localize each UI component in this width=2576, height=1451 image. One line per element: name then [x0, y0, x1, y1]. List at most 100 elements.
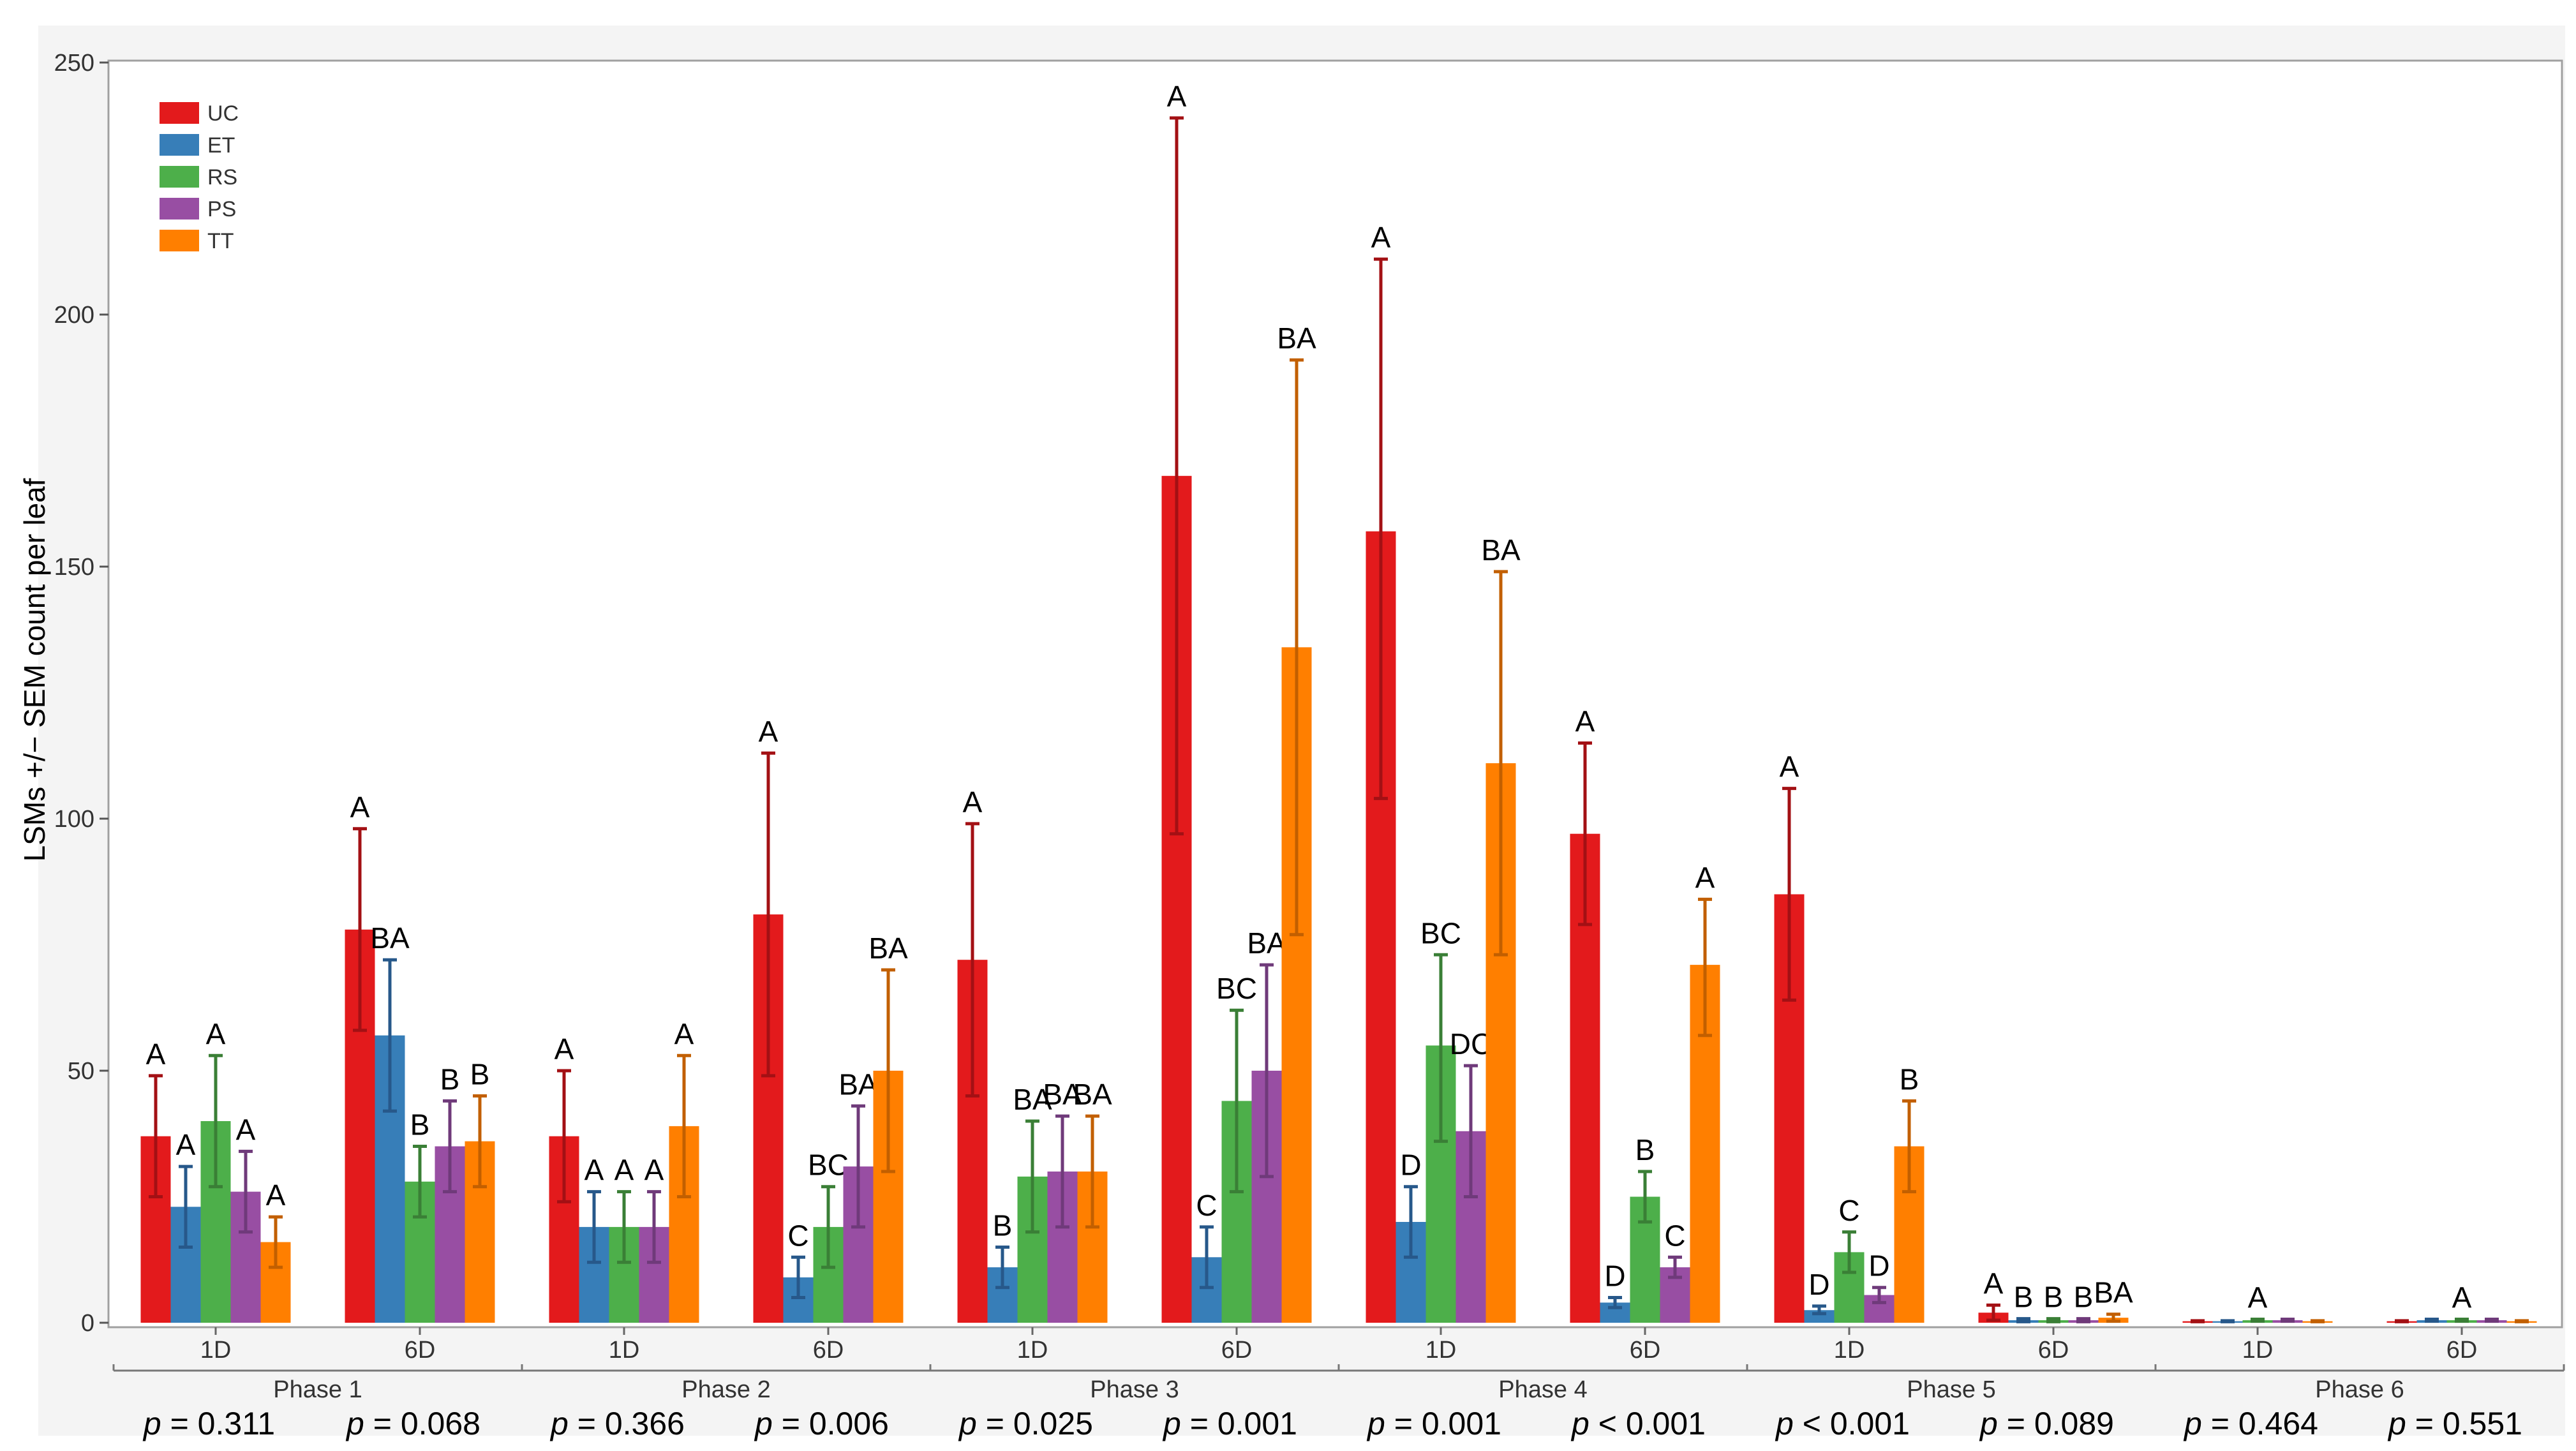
group-label: 6D — [405, 1337, 436, 1364]
group-label: 6D — [1630, 1337, 1661, 1364]
p-value-text: < 0.001 — [1590, 1406, 1706, 1441]
legend-swatch — [160, 166, 199, 188]
group-label: 1D — [1426, 1337, 1457, 1364]
group-label: 6D — [2446, 1337, 2478, 1364]
significance-letter: DC — [1450, 1027, 1492, 1060]
y-tick-label: 0 — [81, 1310, 94, 1337]
legend-entry: UC — [207, 101, 239, 126]
significance-letter: A — [146, 1038, 166, 1071]
p-symbol: p — [1366, 1406, 1385, 1441]
significance-letter: A — [963, 785, 983, 819]
p-value-text: = 0.068 — [364, 1406, 480, 1441]
significance-letter: A — [674, 1017, 694, 1050]
significance-letter: A — [644, 1154, 664, 1187]
group-label: 6D — [2038, 1337, 2069, 1364]
phase-label: Phase 1 — [273, 1376, 362, 1403]
significance-letter: A — [1371, 221, 1391, 254]
significance-letter: D — [1808, 1268, 1829, 1301]
legend-swatch — [160, 230, 199, 251]
p-value-text: = 0.001 — [1181, 1406, 1297, 1441]
legend-swatch — [160, 134, 199, 156]
p-symbol: p — [958, 1406, 977, 1441]
y-tick-label: 100 — [54, 806, 94, 833]
significance-letter: A — [266, 1179, 286, 1212]
legend-entry: ET — [207, 133, 235, 158]
significance-letter: A — [2452, 1281, 2472, 1314]
legend-swatch — [160, 102, 199, 124]
significance-letter: BA — [370, 921, 410, 955]
p-value-text: = 0.551 — [2406, 1406, 2522, 1441]
phase-label: Phase 6 — [2315, 1376, 2404, 1403]
significance-letter: D — [1604, 1260, 1625, 1293]
significance-letter: C — [1664, 1219, 1685, 1252]
significance-letter: A — [176, 1128, 196, 1161]
significance-letter: A — [614, 1154, 634, 1187]
significance-letter: BA — [1043, 1078, 1082, 1111]
p-value: p < 0.001 — [1775, 1406, 1910, 1441]
bar — [1804, 1310, 1835, 1323]
p-value: p = 0.464 — [2183, 1406, 2318, 1441]
significance-letter: BA — [838, 1068, 878, 1101]
significance-letter: A — [1984, 1267, 2004, 1300]
p-symbol: p — [142, 1406, 161, 1441]
group-label: 6D — [813, 1337, 844, 1364]
significance-letter: C — [787, 1219, 808, 1252]
p-value-text: = 0.006 — [773, 1406, 889, 1441]
significance-letter: B — [2044, 1281, 2064, 1314]
legend-entry: TT — [207, 229, 234, 253]
p-symbol: p — [2387, 1406, 2406, 1441]
y-axis-label: LSMs +/− SEM count per leaf — [18, 478, 51, 861]
significance-letter: BA — [2094, 1276, 2133, 1309]
p-value: p = 0.025 — [958, 1406, 1093, 1441]
p-value-text: = 0.464 — [2202, 1406, 2318, 1441]
significance-letter: A — [1575, 705, 1595, 738]
p-symbol: p — [2183, 1406, 2202, 1441]
legend-entry: PS — [207, 197, 236, 221]
p-symbol: p — [1979, 1406, 1998, 1441]
significance-letter: BA — [1073, 1078, 1112, 1111]
p-value: p = 0.366 — [549, 1406, 685, 1441]
group-label: 1D — [2242, 1337, 2274, 1364]
significance-letter: B — [440, 1062, 460, 1096]
p-symbol: p — [1162, 1406, 1181, 1441]
significance-letter: B — [1900, 1062, 1919, 1096]
significance-letter: C — [1196, 1189, 1217, 1222]
significance-letter: A — [206, 1017, 226, 1050]
significance-letter: A — [236, 1113, 256, 1146]
y-tick-label: 50 — [68, 1058, 94, 1085]
group-label: 1D — [200, 1337, 232, 1364]
significance-letter: A — [1780, 750, 1799, 784]
p-value: p = 0.551 — [2387, 1406, 2522, 1441]
significance-letter: B — [2074, 1281, 2094, 1314]
significance-letter: BC — [1216, 972, 1257, 1005]
p-value-text: = 0.089 — [1998, 1406, 2114, 1441]
significance-letter: B — [470, 1058, 490, 1091]
legend-swatch — [160, 198, 199, 220]
legend: UC ET RS PS TT — [160, 101, 239, 253]
group-label: 1D — [1017, 1337, 1048, 1364]
p-symbol: p — [1570, 1406, 1590, 1441]
significance-letter: A — [555, 1032, 574, 1066]
p-value-text: = 0.366 — [569, 1406, 685, 1441]
significance-letter: B — [993, 1209, 1013, 1242]
p-value-text: = 0.001 — [1385, 1406, 1501, 1441]
significance-letter: B — [2014, 1281, 2034, 1314]
significance-letter: BA — [868, 932, 908, 965]
p-value: p = 0.068 — [345, 1406, 480, 1441]
y-tick-label: 250 — [54, 50, 94, 77]
significance-letter: A — [1695, 861, 1715, 894]
p-symbol: p — [1775, 1406, 1794, 1441]
p-value: p = 0.089 — [1979, 1406, 2114, 1441]
phase-label: Phase 2 — [681, 1376, 770, 1403]
y-tick-label: 150 — [54, 554, 94, 581]
p-symbol: p — [754, 1406, 773, 1441]
significance-letter: A — [2248, 1281, 2268, 1314]
significance-letter: A — [350, 791, 370, 824]
phase-label: Phase 4 — [1498, 1376, 1587, 1403]
p-value: p = 0.001 — [1162, 1406, 1297, 1441]
group-label: 1D — [609, 1337, 640, 1364]
p-value: p = 0.001 — [1366, 1406, 1501, 1441]
